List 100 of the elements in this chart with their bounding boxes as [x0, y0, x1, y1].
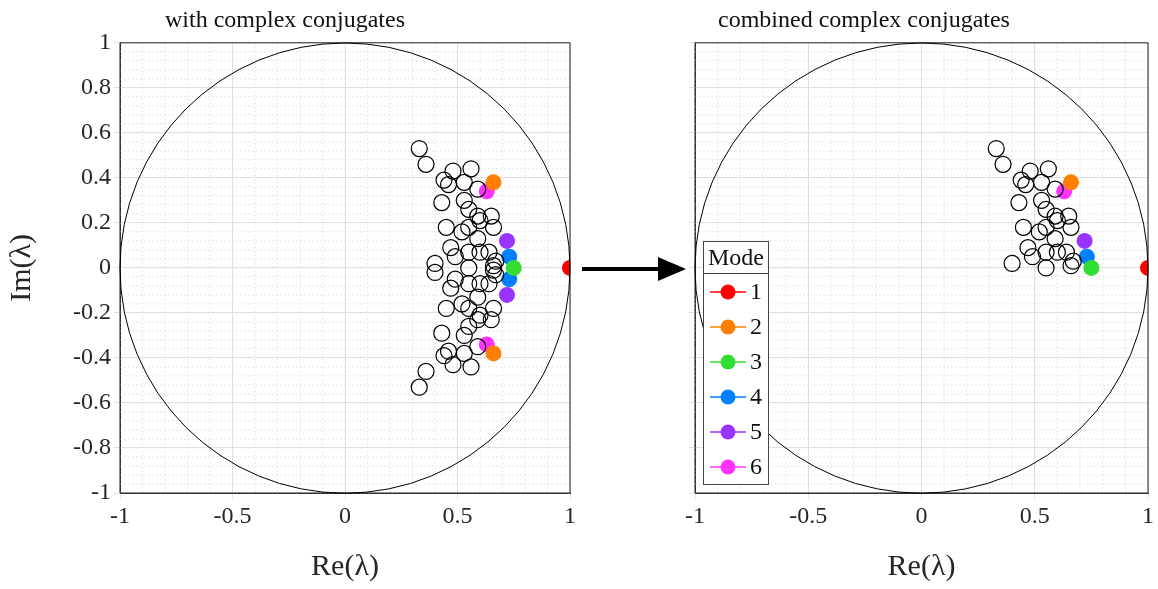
point: [453, 295, 471, 313]
y-axis-title: Im(λ): [2, 233, 37, 302]
y-tick-label: -1: [91, 478, 111, 505]
y-tick-label: 0.6: [81, 118, 111, 145]
y-tick-label: -0.8: [73, 433, 111, 460]
point: [1060, 207, 1078, 225]
point: [471, 306, 489, 324]
point: [471, 243, 489, 261]
point: [455, 344, 473, 363]
point: [484, 299, 503, 318]
point: [480, 243, 498, 261]
point: [1076, 232, 1093, 249]
point: [485, 345, 502, 362]
y-tick-label: 0: [99, 253, 111, 280]
point: [1003, 254, 1021, 272]
point: [469, 180, 487, 198]
point: [462, 358, 480, 376]
point: [439, 176, 458, 194]
legend-title: Mode: [704, 242, 768, 274]
point: [1037, 200, 1055, 218]
legend-label: 6: [750, 453, 762, 480]
point: [462, 160, 480, 178]
point: [1037, 243, 1055, 261]
point: [499, 232, 515, 249]
point: [439, 342, 458, 360]
point: [460, 299, 478, 318]
point: [453, 223, 471, 241]
point: [1012, 171, 1030, 189]
point: [460, 200, 478, 218]
point: [487, 266, 505, 284]
point: [469, 230, 487, 248]
point: [410, 140, 428, 158]
point: [410, 378, 428, 396]
point: [446, 270, 464, 288]
point: [1037, 218, 1055, 236]
point: [471, 212, 489, 230]
point: [469, 288, 487, 306]
point: [417, 155, 435, 173]
x-tick-label: -0.5: [213, 501, 252, 528]
x-tick-label: 1: [1142, 501, 1154, 528]
point: [482, 207, 500, 225]
point: [1062, 218, 1080, 236]
y-tick-label: -0.2: [73, 298, 111, 325]
point: [1039, 160, 1057, 178]
point: [485, 174, 502, 191]
point: [444, 356, 462, 374]
x-tick-label: 0.5: [442, 501, 473, 528]
x-tick-label: 0: [915, 501, 928, 528]
point: [1037, 259, 1055, 277]
x-axis-title: Re(λ): [311, 547, 379, 582]
x-tick-label: 0: [339, 501, 351, 528]
point: [455, 173, 473, 191]
point: [499, 286, 515, 303]
point: [469, 207, 487, 225]
point: [1019, 239, 1037, 257]
point: [437, 218, 455, 236]
point: [1030, 223, 1048, 241]
legend-label: 4: [750, 383, 762, 410]
point: [435, 171, 453, 189]
point: [1010, 194, 1028, 212]
point: [455, 326, 473, 345]
point: [1083, 259, 1100, 276]
point: [1046, 180, 1064, 198]
legend-label: 2: [750, 313, 762, 340]
point: [480, 275, 498, 293]
y-tick-label: 0.2: [81, 208, 111, 235]
point: [1021, 162, 1039, 180]
point: [1057, 243, 1076, 261]
point: [460, 275, 478, 293]
y-tick-label: 1: [99, 28, 111, 55]
point: [1062, 174, 1079, 191]
point: [1064, 252, 1082, 270]
point: [469, 338, 487, 356]
point: [426, 254, 444, 272]
point: [460, 243, 478, 261]
point: [1062, 257, 1080, 275]
point: [1023, 248, 1042, 266]
point: [505, 259, 522, 276]
point: [426, 263, 444, 281]
point: [433, 324, 451, 342]
point: [469, 311, 487, 329]
point: [1048, 243, 1066, 261]
point: [987, 140, 1005, 158]
point: [994, 155, 1012, 173]
x-tick-label: 1: [564, 501, 576, 528]
chart-title: with complex conjugates: [165, 5, 405, 32]
point: [442, 239, 460, 257]
point: [1017, 176, 1035, 194]
point: [437, 299, 455, 318]
legend-label: 1: [750, 278, 762, 305]
point: [1032, 191, 1051, 209]
y-tick-label: 0.4: [81, 163, 111, 190]
point: [460, 218, 478, 236]
x-tick-label: -1: [685, 501, 705, 528]
x-tick-label: 0.5: [1019, 501, 1050, 528]
point: [455, 191, 473, 209]
y-tick-label: 0.8: [81, 73, 111, 100]
x-axis-title: Re(λ): [887, 547, 956, 582]
point: [433, 194, 451, 212]
point: [460, 259, 478, 277]
